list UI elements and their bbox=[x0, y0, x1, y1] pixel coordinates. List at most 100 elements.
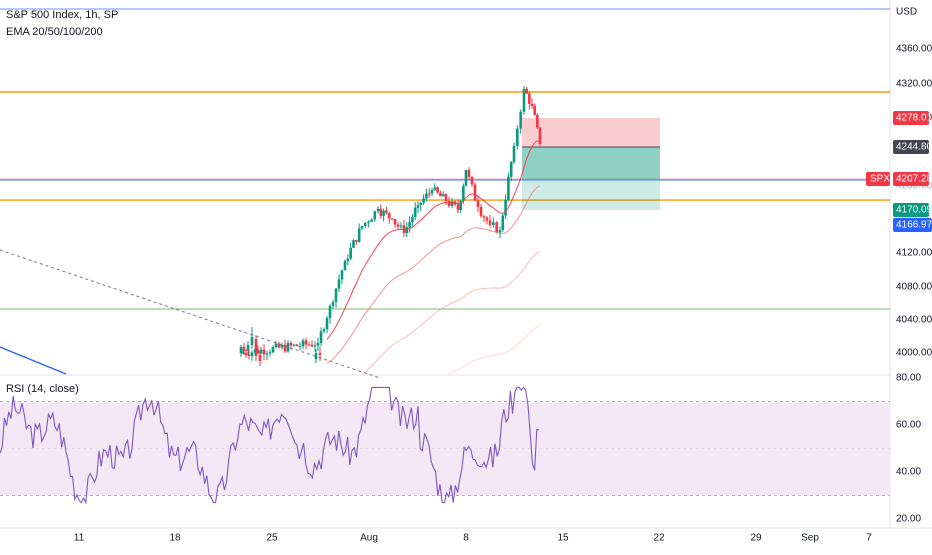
time-axis-label: 7 bbox=[866, 533, 872, 544]
candles-group bbox=[239, 85, 542, 374]
candle-body bbox=[533, 106, 536, 116]
candle-body bbox=[250, 352, 254, 357]
candle-body bbox=[390, 218, 394, 220]
candle-body bbox=[241, 352, 245, 354]
time-axis-label: 18 bbox=[169, 533, 181, 544]
candle-body bbox=[482, 216, 486, 218]
ticker-badge-bg[interactable] bbox=[866, 172, 890, 186]
candle-body bbox=[422, 198, 425, 203]
candle-body bbox=[262, 349, 266, 355]
price-tick-label: 4320.00 bbox=[896, 79, 932, 90]
price-tick-label: 4000.00 bbox=[896, 348, 932, 359]
time-axis-label: 22 bbox=[653, 533, 665, 544]
target-price-badge-bg[interactable] bbox=[893, 203, 929, 217]
candle-body bbox=[250, 337, 254, 345]
candle-body bbox=[485, 217, 489, 221]
support-price-badge-bg[interactable] bbox=[893, 218, 932, 232]
candle-body bbox=[467, 170, 471, 177]
symbol-title: S&P 500 Index, 1h, SP bbox=[6, 9, 119, 21]
last-price-badge-bg[interactable] bbox=[893, 172, 929, 186]
candle-body bbox=[337, 279, 341, 289]
time-axis-label: 15 bbox=[557, 533, 569, 544]
candle-body bbox=[360, 226, 364, 229]
candle-body bbox=[525, 89, 528, 94]
price-tick-label: 4120.00 bbox=[896, 248, 932, 259]
profit-zone-remaining[interactable] bbox=[522, 179, 660, 210]
candle-body bbox=[258, 355, 262, 361]
price-tick-label: 4040.00 bbox=[896, 315, 932, 326]
price-tick-label-partial: 4200.00 bbox=[896, 181, 932, 192]
candle-body bbox=[416, 205, 420, 208]
candle-body bbox=[516, 128, 519, 146]
candle-body bbox=[253, 349, 257, 353]
rsi-tick-label: 80.00 bbox=[896, 373, 921, 384]
candle-body bbox=[331, 301, 335, 306]
stop-price-badge-bg[interactable] bbox=[893, 111, 929, 125]
candle-body bbox=[318, 353, 322, 355]
candle-body bbox=[314, 353, 318, 359]
candle-body bbox=[450, 201, 454, 206]
last-price-badge-text: 4207.28 bbox=[896, 174, 932, 185]
candle-body bbox=[479, 207, 483, 217]
rsi-tick-label: 40.00 bbox=[896, 467, 921, 478]
candle-body bbox=[328, 306, 332, 319]
entry-price-badge-bg[interactable] bbox=[893, 140, 929, 154]
candle-body bbox=[399, 225, 403, 227]
candle-body bbox=[319, 331, 323, 343]
candle-body bbox=[310, 344, 314, 347]
candle-body bbox=[441, 194, 445, 197]
time-axis-label: Aug bbox=[360, 533, 378, 544]
blue-trendline bbox=[0, 346, 67, 375]
candle-body bbox=[509, 161, 513, 177]
candle-body bbox=[498, 230, 502, 233]
candle-body bbox=[357, 228, 361, 242]
candle-body bbox=[387, 212, 391, 219]
candle-body bbox=[373, 211, 377, 220]
rsi-line bbox=[0, 386, 539, 505]
candle-body bbox=[427, 193, 431, 195]
candle-body bbox=[528, 93, 531, 104]
candle-body bbox=[382, 210, 385, 216]
candle-body bbox=[419, 202, 423, 205]
candle-body bbox=[254, 339, 258, 356]
support-price-badge-text: 4166.97 bbox=[896, 220, 932, 231]
candle-body bbox=[538, 127, 542, 144]
candle-body bbox=[379, 209, 383, 216]
candle-body bbox=[536, 115, 539, 128]
candle-body bbox=[286, 343, 290, 352]
candle-body bbox=[411, 217, 414, 223]
stop-price-badge-text: 4278.01 bbox=[896, 113, 932, 124]
candle-body bbox=[376, 209, 380, 212]
candle-body bbox=[289, 343, 293, 346]
candle-body bbox=[464, 170, 468, 186]
candle-body bbox=[274, 343, 278, 348]
candle-body bbox=[370, 219, 373, 222]
time-axis-label: 29 bbox=[750, 533, 762, 544]
ema20-line bbox=[326, 140, 541, 340]
candle-body bbox=[492, 222, 495, 225]
ema100-line bbox=[362, 250, 541, 374]
candle-body bbox=[530, 103, 534, 106]
candle-body bbox=[349, 247, 352, 259]
candle-body bbox=[295, 344, 299, 347]
dashed-trendline bbox=[0, 249, 381, 379]
entry-price-badge-text: 4244.80 bbox=[896, 142, 932, 153]
candle-body bbox=[495, 222, 498, 233]
candle-body bbox=[334, 288, 338, 302]
candle-body bbox=[352, 240, 355, 248]
candle-body bbox=[393, 219, 397, 225]
stop-loss-zone[interactable] bbox=[522, 118, 660, 147]
profit-zone-filled[interactable] bbox=[522, 147, 660, 179]
candle-body bbox=[247, 354, 251, 357]
candle-body bbox=[462, 185, 465, 201]
price-tick-label: 4080.00 bbox=[896, 282, 932, 293]
time-axis-label: 25 bbox=[266, 533, 278, 544]
candle-body bbox=[304, 340, 308, 345]
candle-body bbox=[316, 343, 320, 346]
candle-body bbox=[433, 187, 437, 190]
candle-body bbox=[343, 261, 347, 271]
rsi-tick-label: 20.00 bbox=[896, 514, 921, 525]
candle-body bbox=[405, 227, 409, 233]
